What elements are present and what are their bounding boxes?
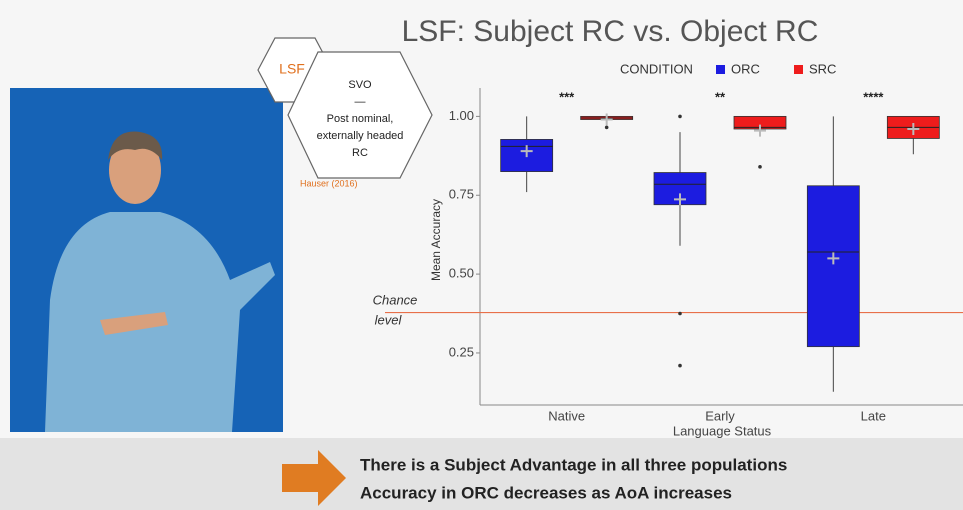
legend-title: CONDITION: [620, 61, 693, 76]
x-tick-label: Early: [705, 408, 735, 423]
hexagon-line: Post nominal,: [327, 113, 394, 125]
bullet: There is a Subject Advantage in all thre…: [360, 455, 787, 474]
legend-label: SRC: [809, 61, 836, 76]
y-tick-label: 0.25: [449, 344, 474, 359]
x-tick-label: Late: [861, 408, 886, 423]
legend-swatch: [716, 65, 725, 74]
x-tick-label: Native: [548, 408, 585, 423]
chance-label: level: [375, 312, 403, 327]
y-tick-label: 0.50: [449, 266, 474, 281]
legend-swatch: [794, 65, 803, 74]
y-tick-label: 1.00: [449, 108, 474, 123]
outlier: [678, 364, 682, 368]
x-axis-label: Language Status: [673, 423, 772, 438]
legend-label: ORC: [731, 61, 760, 76]
chance-label: Chance: [373, 292, 418, 307]
citation: Hauser (2016): [300, 178, 358, 188]
tag-label: LSF: [279, 61, 305, 77]
hexagon-line: SVO: [348, 79, 372, 91]
outlier: [678, 115, 682, 119]
presenter-photo: [10, 88, 283, 432]
outlier: [678, 312, 682, 316]
significance: ***: [559, 89, 575, 104]
hexagon-line: externally headed: [317, 130, 404, 142]
box: [807, 186, 859, 347]
significance: ****: [863, 89, 884, 104]
y-tick-label: 0.75: [449, 187, 474, 202]
slide: LSF: Subject RC vs. Object RC LSF SVO — Po…: [0, 0, 963, 510]
bullet: Accuracy in ORC decreases as AoA increas…: [360, 483, 732, 502]
outlier: [605, 126, 609, 130]
significance: **: [715, 89, 726, 104]
hexagon-line: —: [355, 96, 366, 108]
y-axis-label: Mean Accuracy: [429, 199, 443, 281]
hexagon-line: RC: [352, 147, 368, 159]
slide-title: LSF: Subject RC vs. Object RC: [402, 15, 819, 48]
outlier: [758, 165, 762, 169]
